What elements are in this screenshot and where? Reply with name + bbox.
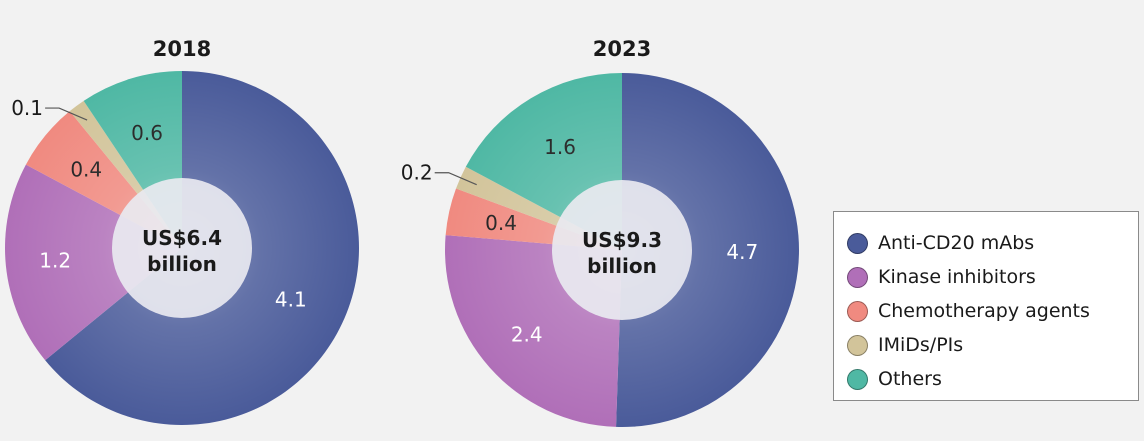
legend-label: Chemotherapy agents — [878, 300, 1090, 322]
center-total-unit: billion — [587, 254, 657, 278]
center-disc — [112, 178, 252, 318]
legend-item-others: Others — [834, 362, 1138, 396]
legend-label: Others — [878, 368, 942, 390]
legend-swatch — [847, 300, 868, 322]
legend-item-imids-pis: IMiDs/PIs — [834, 328, 1138, 362]
legend-swatch — [847, 334, 868, 356]
center-total-value: US$9.3 — [582, 228, 662, 252]
legend-item-chemotherapy: Chemotherapy agents — [834, 294, 1138, 328]
legend-label: Kinase inhibitors — [878, 266, 1036, 288]
chart-legend: Anti-CD20 mAbs Kinase inhibitors Chemoth… — [833, 211, 1139, 401]
pie-title: 2023 — [593, 37, 651, 61]
legend-item-anti-cd20: Anti-CD20 mAbs — [834, 226, 1138, 260]
slice-value-label: 0.1 — [11, 96, 43, 120]
center-disc — [552, 180, 692, 320]
center-total-unit: billion — [147, 252, 217, 276]
legend-item-kinase-inhibitors: Kinase inhibitors — [834, 260, 1138, 294]
legend-label: Anti-CD20 mAbs — [878, 232, 1035, 254]
slice-value-label: 0.2 — [401, 161, 433, 185]
pie-title: 2018 — [153, 37, 211, 61]
legend-swatch — [847, 368, 868, 390]
center-total-value: US$6.4 — [142, 226, 222, 250]
legend-swatch — [847, 266, 868, 288]
legend-label: IMiDs/PIs — [878, 334, 964, 356]
legend-swatch — [847, 232, 868, 254]
